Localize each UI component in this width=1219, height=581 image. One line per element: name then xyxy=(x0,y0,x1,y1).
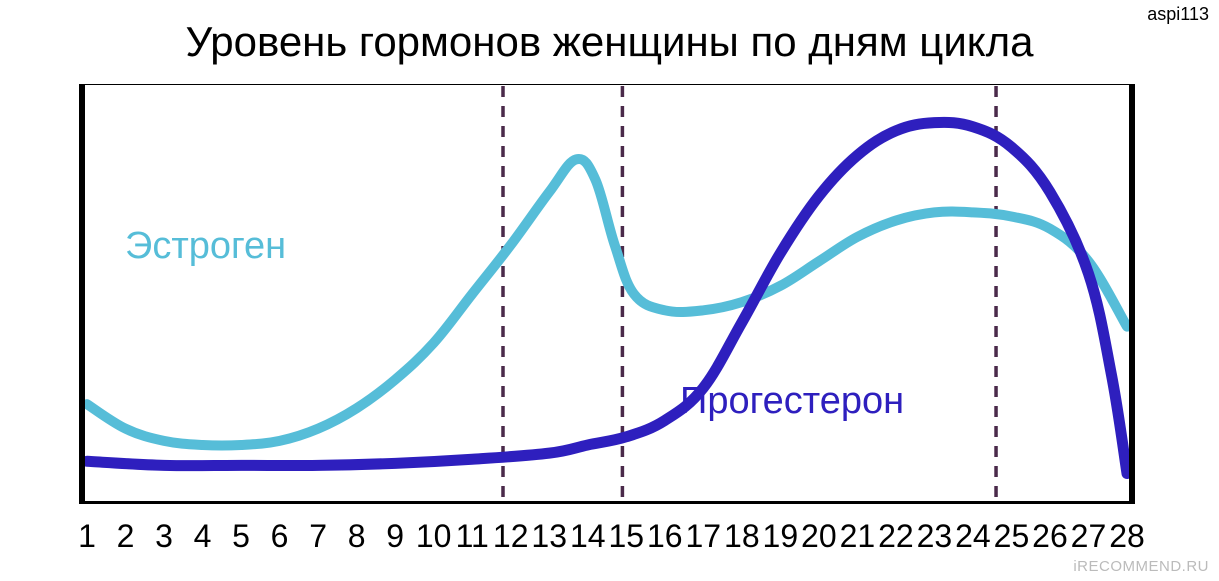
x-tick: 26 xyxy=(1032,518,1068,555)
x-tick: 12 xyxy=(493,518,529,555)
watermark-label: iRECOMMEND.RU xyxy=(1073,558,1209,575)
x-tick: 2 xyxy=(117,518,135,555)
x-tick: 18 xyxy=(724,518,760,555)
chart-title: Уровень гормонов женщины по дням цикла xyxy=(0,18,1219,66)
x-tick: 27 xyxy=(1071,518,1107,555)
x-tick: 14 xyxy=(570,518,606,555)
x-tick: 22 xyxy=(878,518,914,555)
x-tick: 25 xyxy=(994,518,1030,555)
x-tick: 15 xyxy=(608,518,644,555)
x-tick: 9 xyxy=(386,518,404,555)
x-tick: 16 xyxy=(647,518,683,555)
x-tick: 7 xyxy=(309,518,327,555)
hormone-chart xyxy=(79,84,1135,504)
username-label: aspi113 xyxy=(1147,4,1209,25)
x-tick: 11 xyxy=(456,518,489,555)
x-tick: 8 xyxy=(348,518,366,555)
x-tick: 24 xyxy=(955,518,991,555)
x-tick: 21 xyxy=(840,518,876,555)
x-tick: 4 xyxy=(194,518,212,555)
x-tick: 13 xyxy=(531,518,567,555)
x-tick: 6 xyxy=(271,518,289,555)
estrogen-label: Эстроген xyxy=(125,225,286,268)
x-tick: 28 xyxy=(1109,518,1145,555)
progesterone-label: Прогестерон xyxy=(680,380,904,423)
x-tick: 19 xyxy=(763,518,799,555)
x-tick: 5 xyxy=(232,518,250,555)
x-tick: 17 xyxy=(685,518,721,555)
x-tick: 1 xyxy=(78,518,96,555)
x-tick: 20 xyxy=(801,518,837,555)
x-tick: 10 xyxy=(416,518,452,555)
x-tick: 23 xyxy=(917,518,953,555)
x-tick: 3 xyxy=(155,518,173,555)
